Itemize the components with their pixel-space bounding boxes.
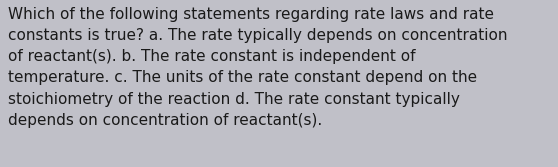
Text: Which of the following statements regarding rate laws and rate
constants is true: Which of the following statements regard… [8, 7, 507, 128]
